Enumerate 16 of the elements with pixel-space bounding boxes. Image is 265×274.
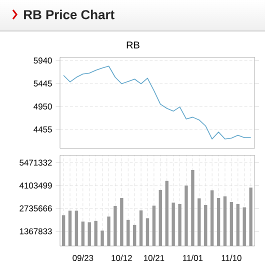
y-tick-label: 2735666 [20,205,52,212]
y-tick-label: 5471332 [20,160,52,166]
x-tick-label: 11/10 [222,254,242,261]
chart-title: RB Price Chart [24,10,114,20]
line-series [63,66,252,140]
y-tick-label: 1367833 [20,228,52,234]
y-tick-label: 5940 [34,58,52,64]
y-tick-label: 5445 [34,80,52,86]
y-tick-label: 4950 [34,104,52,110]
y-tick-label: 4455 [34,126,52,132]
x-tick-label: 11/01 [183,254,203,261]
x-tick-label: 10/12 [112,254,132,261]
chart-subtitle: RB [126,42,140,48]
x-tick-label: 09/23 [72,254,94,261]
y-tick-label: 4103499 [19,182,52,189]
x-tick-label: 10/21 [144,254,164,261]
